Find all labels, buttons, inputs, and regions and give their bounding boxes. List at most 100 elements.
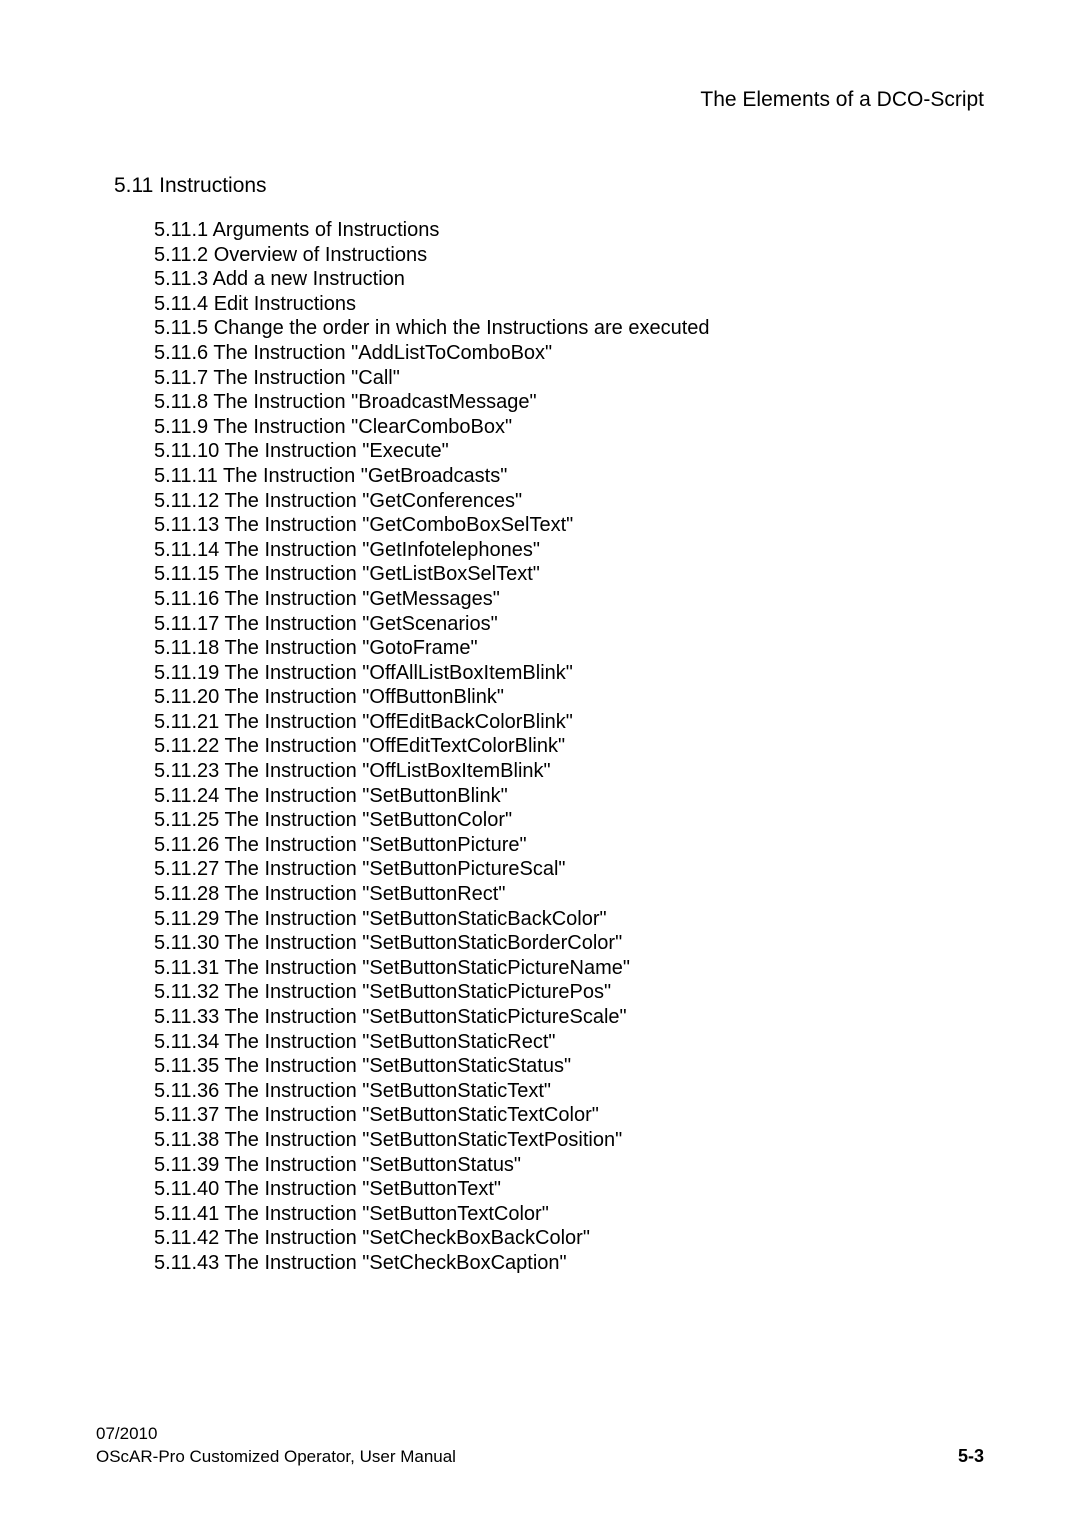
toc-list: 5.11.1 Arguments of Instructions5.11.2 O…: [154, 218, 984, 1276]
toc-item-title: The Instruction "SetButtonBlink": [224, 785, 507, 807]
footer-page-number: 5-3: [958, 1446, 984, 1467]
toc-item-title: The Instruction "SetButtonStaticTextPosi…: [224, 1129, 622, 1151]
toc-item-title: The Instruction "GetListBoxSelText": [224, 563, 539, 585]
footer-date: 07/2010: [96, 1424, 984, 1444]
toc-item-number: 5.11.25: [154, 809, 219, 831]
toc-item: 5.11.28 The Instruction "SetButtonRect": [154, 882, 984, 907]
toc-item-title: The Instruction "SetButtonStaticStatus": [224, 1055, 571, 1077]
toc-item: 5.11.33 The Instruction "SetButtonStatic…: [154, 1005, 984, 1030]
toc-item-number: 5.11.29: [154, 908, 219, 930]
toc-item-number: 5.11.14: [154, 539, 219, 561]
toc-item-number: 5.11.1: [154, 219, 208, 241]
toc-item: 5.11.4 Edit Instructions: [154, 292, 984, 317]
toc-item: 5.11.22 The Instruction "OffEditTextColo…: [154, 734, 984, 759]
toc-item: 5.11.19 The Instruction "OffAllListBoxIt…: [154, 661, 984, 686]
toc-item: 5.11.26 The Instruction "SetButtonPictur…: [154, 833, 984, 858]
toc-item: 5.11.20 The Instruction "OffButtonBlink": [154, 685, 984, 710]
section-number: 5.11: [114, 174, 153, 197]
toc-item-number: 5.11.37: [154, 1104, 219, 1126]
toc-item: 5.11.14 The Instruction "GetInfotelephon…: [154, 538, 984, 563]
toc-item: 5.11.7 The Instruction "Call": [154, 366, 984, 391]
toc-item: 5.11.3 Add a new Instruction: [154, 267, 984, 292]
toc-item-number: 5.11.16: [154, 588, 219, 610]
toc-item-title: The Instruction "SetButtonStaticPictureP…: [224, 981, 611, 1003]
toc-item: 5.11.8 The Instruction "BroadcastMessage…: [154, 390, 984, 415]
toc-item-number: 5.11.13: [154, 514, 219, 536]
toc-item-number: 5.11.42: [154, 1227, 219, 1249]
toc-item-number: 5.11.33: [154, 1006, 219, 1028]
toc-item-title: The Instruction "BroadcastMessage": [213, 391, 536, 413]
page-footer: 07/2010 OScAR-Pro Customized Operator, U…: [96, 1424, 984, 1467]
toc-item-title: The Instruction "SetButtonStaticBorderCo…: [224, 932, 622, 954]
toc-item: 5.11.40 The Instruction "SetButtonText": [154, 1177, 984, 1202]
toc-item-number: 5.11.12: [154, 490, 219, 512]
toc-item-number: 5.11.3: [154, 268, 208, 290]
toc-item: 5.11.21 The Instruction "OffEditBackColo…: [154, 710, 984, 735]
toc-item-number: 5.11.34: [154, 1031, 219, 1053]
toc-item-title: The Instruction "GetInfotelephones": [224, 539, 540, 561]
toc-item-number: 5.11.40: [154, 1178, 219, 1200]
toc-item-title: The Instruction "SetButtonStaticPictureS…: [224, 1006, 626, 1028]
toc-item-number: 5.11.26: [154, 834, 219, 856]
toc-item-title: The Instruction "AddListToComboBox": [213, 342, 552, 364]
toc-item-title: The Instruction "OffListBoxItemBlink": [224, 760, 550, 782]
toc-item-number: 5.11.2: [154, 244, 208, 266]
toc-item: 5.11.15 The Instruction "GetListBoxSelTe…: [154, 562, 984, 587]
toc-item: 5.11.2 Overview of Instructions: [154, 243, 984, 268]
toc-item-title: The Instruction "GetComboBoxSelText": [224, 514, 573, 536]
toc-item-number: 5.11.28: [154, 883, 219, 905]
toc-item-title: Change the order in which the Instructio…: [214, 317, 710, 339]
toc-item-title: The Instruction "ClearComboBox": [213, 416, 512, 438]
toc-item: 5.11.1 Arguments of Instructions: [154, 218, 984, 243]
toc-item-title: The Instruction "OffButtonBlink": [224, 686, 504, 708]
toc-item-title: The Instruction "SetButtonStaticText": [224, 1080, 551, 1102]
document-page: The Elements of a DCO-Script 5.11 Instru…: [0, 0, 1080, 1527]
toc-item-title: Add a new Instruction: [213, 268, 405, 290]
toc-item: 5.11.24 The Instruction "SetButtonBlink": [154, 784, 984, 809]
toc-item-number: 5.11.17: [154, 613, 219, 635]
toc-item: 5.11.27 The Instruction "SetButtonPictur…: [154, 857, 984, 882]
toc-item-number: 5.11.18: [154, 637, 219, 659]
toc-item: 5.11.42 The Instruction "SetCheckBoxBack…: [154, 1226, 984, 1251]
toc-item: 5.11.34 The Instruction "SetButtonStatic…: [154, 1030, 984, 1055]
toc-item-number: 5.11.20: [154, 686, 219, 708]
toc-item-number: 5.11.19: [154, 662, 219, 684]
toc-item: 5.11.30 The Instruction "SetButtonStatic…: [154, 931, 984, 956]
toc-item-number: 5.11.24: [154, 785, 219, 807]
toc-item: 5.11.25 The Instruction "SetButtonColor": [154, 808, 984, 833]
toc-item-title: Arguments of Instructions: [213, 219, 440, 241]
section-title: Instructions: [159, 174, 266, 197]
toc-item: 5.11.5 Change the order in which the Ins…: [154, 316, 984, 341]
toc-item-number: 5.11.4: [154, 293, 208, 315]
toc-item-title: Edit Instructions: [214, 293, 356, 315]
toc-item: 5.11.36 The Instruction "SetButtonStatic…: [154, 1079, 984, 1104]
toc-item-title: The Instruction "Execute": [224, 440, 448, 462]
toc-item-title: The Instruction "SetButtonRect": [224, 883, 505, 905]
toc-item-number: 5.11.38: [154, 1129, 219, 1151]
toc-item-title: The Instruction "OffEditTextColorBlink": [224, 735, 565, 757]
section-heading: 5.11 Instructions: [114, 174, 984, 198]
toc-item-title: The Instruction "Call": [213, 367, 400, 389]
toc-item-number: 5.11.8: [154, 391, 208, 413]
toc-item-number: 5.11.15: [154, 563, 219, 585]
toc-item-title: The Instruction "SetButtonColor": [224, 809, 512, 831]
footer-manual-title: OScAR-Pro Customized Operator, User Manu…: [96, 1447, 456, 1467]
toc-item-number: 5.11.43: [154, 1252, 219, 1274]
toc-item-title: The Instruction "SetCheckBoxCaption": [224, 1252, 566, 1274]
toc-item-number: 5.11.5: [154, 317, 208, 339]
toc-item-title: The Instruction "SetCheckBoxBackColor": [224, 1227, 589, 1249]
toc-item: 5.11.37 The Instruction "SetButtonStatic…: [154, 1103, 984, 1128]
toc-item: 5.11.11 The Instruction "GetBroadcasts": [154, 464, 984, 489]
toc-item-title: The Instruction "GotoFrame": [224, 637, 477, 659]
toc-item: 5.11.12 The Instruction "GetConferences": [154, 489, 984, 514]
toc-item-title: The Instruction "OffAllListBoxItemBlink": [224, 662, 572, 684]
toc-item-title: The Instruction "SetButtonPictureScal": [224, 858, 565, 880]
toc-item-title: The Instruction "SetButtonStaticTextColo…: [224, 1104, 598, 1126]
toc-item-number: 5.11.41: [154, 1203, 219, 1225]
toc-item-number: 5.11.31: [154, 957, 219, 979]
toc-item-number: 5.11.11: [154, 465, 218, 487]
toc-item: 5.11.13 The Instruction "GetComboBoxSelT…: [154, 513, 984, 538]
toc-item-title: The Instruction "SetButtonPicture": [224, 834, 526, 856]
toc-item-title: Overview of Instructions: [214, 244, 427, 266]
toc-item-title: The Instruction "SetButtonTextColor": [224, 1203, 548, 1225]
